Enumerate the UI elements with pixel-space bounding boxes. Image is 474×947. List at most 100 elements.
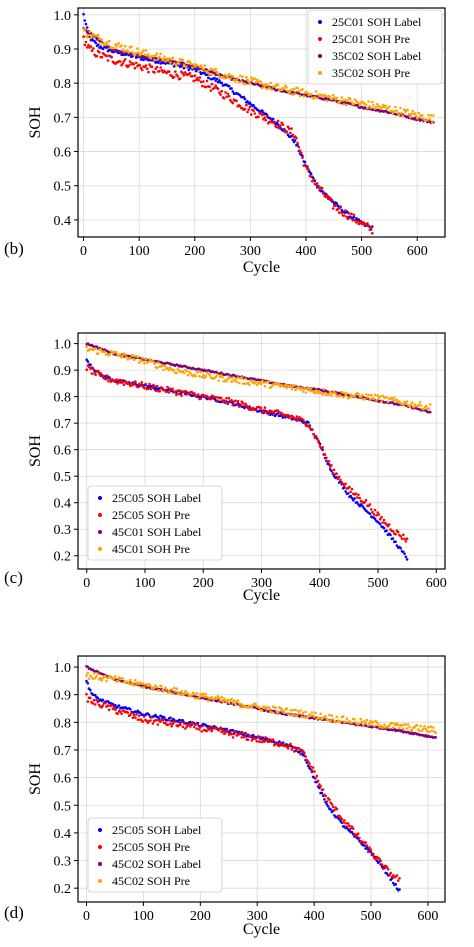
data-point xyxy=(428,730,431,734)
data-point xyxy=(84,22,88,26)
data-point xyxy=(133,66,137,70)
data-point xyxy=(97,370,100,374)
data-point xyxy=(174,720,177,723)
data-point xyxy=(373,508,377,512)
data-point xyxy=(285,386,289,390)
data-point xyxy=(315,96,319,100)
data-point xyxy=(134,380,137,383)
data-point xyxy=(255,740,259,743)
y-tick-label: 0.3 xyxy=(54,855,72,870)
data-point xyxy=(204,692,207,696)
data-point xyxy=(391,537,395,540)
data-point xyxy=(150,686,153,689)
data-point xyxy=(291,745,295,749)
data-point xyxy=(406,108,410,112)
data-point xyxy=(402,550,405,554)
y-tick-label: 1.0 xyxy=(54,661,72,676)
data-point xyxy=(376,394,380,397)
data-point xyxy=(171,56,175,60)
chart-panel-3: 0 100 200 300 400 500 600 0.2 0.3 0.4 0.5 0.6 0.7 0.8… xyxy=(4,655,446,938)
data-point xyxy=(330,464,333,467)
data-point xyxy=(290,748,294,751)
data-point xyxy=(261,736,265,739)
data-point xyxy=(403,400,406,404)
data-point xyxy=(340,96,344,99)
data-point xyxy=(324,794,327,798)
data-point xyxy=(200,375,204,379)
data-point xyxy=(249,113,253,116)
data-point xyxy=(85,679,88,683)
data-point xyxy=(405,558,409,561)
data-point xyxy=(229,376,232,380)
data-point xyxy=(267,84,270,87)
y-tick-label: 0.4 xyxy=(54,214,72,229)
data-point xyxy=(352,215,356,219)
data-point xyxy=(114,350,118,354)
data-point xyxy=(380,863,384,866)
data-point xyxy=(387,523,391,526)
data-point xyxy=(169,716,172,719)
data-point xyxy=(411,109,414,113)
data-point xyxy=(335,202,339,205)
data-point xyxy=(314,389,318,392)
data-point xyxy=(293,713,296,717)
data-point xyxy=(358,496,362,500)
data-point xyxy=(291,93,295,96)
data-point xyxy=(297,145,301,149)
data-point xyxy=(99,676,102,680)
data-point xyxy=(226,92,230,96)
data-point xyxy=(95,698,98,702)
data-point xyxy=(330,803,334,806)
data-point xyxy=(249,734,252,738)
data-point xyxy=(141,682,145,685)
data-point xyxy=(254,380,258,384)
data-point xyxy=(210,82,214,86)
data-point xyxy=(329,801,332,804)
data-point xyxy=(172,686,176,690)
data-point xyxy=(94,41,98,45)
legend-label: 35C02 SOH Pre xyxy=(332,66,410,80)
data-point xyxy=(223,401,227,404)
data-point xyxy=(346,822,350,825)
data-point xyxy=(231,728,235,732)
data-point xyxy=(116,382,119,385)
data-point xyxy=(303,387,306,391)
data-point xyxy=(155,718,158,722)
data-point xyxy=(303,715,306,719)
data-point xyxy=(304,755,307,758)
data-point xyxy=(333,808,336,812)
data-point xyxy=(238,74,242,78)
data-point xyxy=(164,62,167,65)
series-25c01-soh-pre xyxy=(82,35,374,235)
data-point xyxy=(201,724,205,728)
data-point xyxy=(142,58,145,62)
data-point xyxy=(432,726,435,729)
data-point xyxy=(187,68,191,72)
data-point xyxy=(119,60,122,63)
data-point xyxy=(418,729,421,733)
data-point xyxy=(175,393,178,397)
data-point xyxy=(298,149,302,152)
data-point xyxy=(415,114,418,118)
data-point xyxy=(270,88,274,91)
data-point xyxy=(364,393,368,396)
data-point xyxy=(239,404,242,407)
y-tick-label: 0.6 xyxy=(54,772,72,787)
data-point xyxy=(152,54,155,58)
data-point xyxy=(309,714,312,717)
data-point xyxy=(122,50,126,53)
data-point xyxy=(98,51,101,54)
data-point xyxy=(232,699,236,702)
data-point xyxy=(373,724,376,728)
data-point xyxy=(87,34,90,37)
data-point xyxy=(313,770,316,773)
data-point xyxy=(312,432,315,436)
legend-label: 25C01 SOH Pre xyxy=(332,32,410,46)
data-point xyxy=(213,76,216,80)
legend-label: 45C02 SOH Label xyxy=(112,857,202,871)
data-point xyxy=(398,726,401,730)
data-point xyxy=(192,79,195,83)
data-point xyxy=(205,695,208,699)
data-point xyxy=(325,456,328,460)
data-point xyxy=(267,413,271,416)
